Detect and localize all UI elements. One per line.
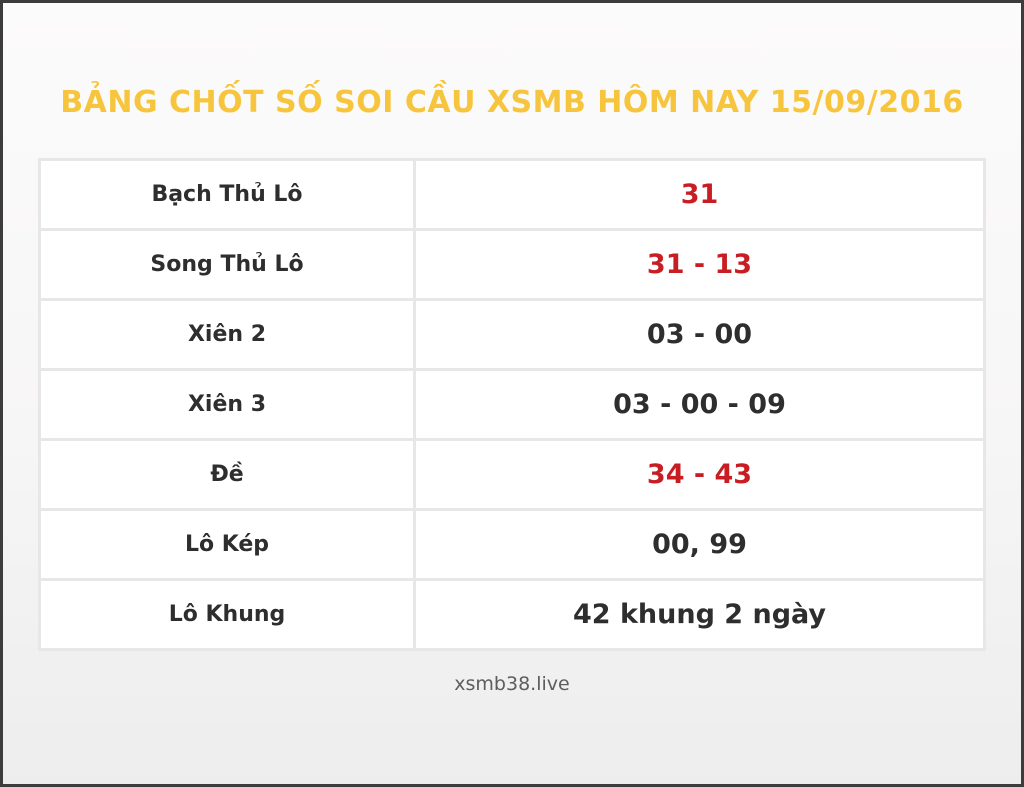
row-label: Xiên 2: [38, 298, 416, 371]
prediction-table: Bạch Thủ Lô 31 Song Thủ Lô 31 - 13 Xiên …: [38, 158, 986, 651]
table-row: Lô Kép 00, 99: [38, 508, 986, 581]
row-value: 03 - 00 - 09: [413, 368, 986, 441]
row-value: 03 - 00: [413, 298, 986, 371]
table-row: Song Thủ Lô 31 - 13: [38, 228, 986, 301]
row-label: Lô Kép: [38, 508, 416, 581]
row-label: Xiên 3: [38, 368, 416, 441]
row-label: Song Thủ Lô: [38, 228, 416, 301]
row-value: 42 khung 2 ngày: [413, 578, 986, 651]
table-row: Bạch Thủ Lô 31: [38, 158, 986, 231]
prediction-table-container: Bạch Thủ Lô 31 Song Thủ Lô 31 - 13 Xiên …: [38, 158, 986, 651]
row-label: Lô Khung: [38, 578, 416, 651]
table-row: Xiên 3 03 - 00 - 09: [38, 368, 986, 441]
table-row: Đề 34 - 43: [38, 438, 986, 511]
row-value: 00, 99: [413, 508, 986, 581]
table-row: Lô Khung 42 khung 2 ngày: [38, 578, 986, 651]
table-row: Xiên 2 03 - 00: [38, 298, 986, 371]
row-label: Bạch Thủ Lô: [38, 158, 416, 231]
site-name: xsmb38.live: [454, 673, 570, 695]
row-value: 31: [413, 158, 986, 231]
page-title: BẢNG CHỐT SỐ SOI CẦU XSMB HÔM NAY 15/09/…: [60, 85, 964, 120]
row-label: Đề: [38, 438, 416, 511]
row-value: 34 - 43: [413, 438, 986, 511]
row-value: 31 - 13: [413, 228, 986, 301]
